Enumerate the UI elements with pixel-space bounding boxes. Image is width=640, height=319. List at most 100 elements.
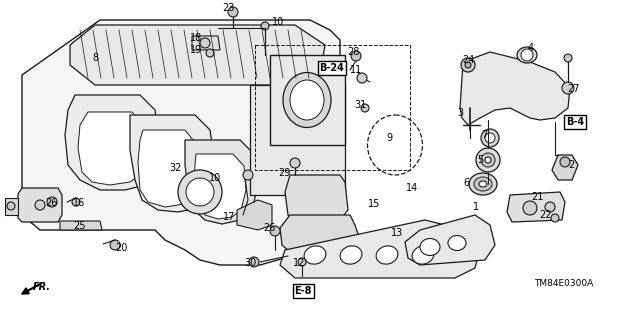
Polygon shape — [460, 52, 570, 125]
Text: 24: 24 — [462, 55, 474, 65]
Circle shape — [485, 133, 495, 143]
Text: 26: 26 — [45, 198, 57, 208]
Text: 12: 12 — [293, 258, 305, 268]
Polygon shape — [405, 215, 495, 265]
Circle shape — [178, 170, 222, 214]
Text: 30: 30 — [244, 258, 256, 268]
Text: 6: 6 — [463, 178, 469, 188]
Polygon shape — [237, 200, 272, 230]
Ellipse shape — [469, 173, 497, 195]
Polygon shape — [285, 175, 348, 222]
Ellipse shape — [376, 246, 398, 264]
Circle shape — [206, 49, 214, 57]
Text: 23: 23 — [222, 3, 234, 13]
Text: B-24: B-24 — [319, 63, 344, 73]
Circle shape — [545, 202, 555, 212]
Text: TM84E0300A: TM84E0300A — [534, 278, 593, 287]
Circle shape — [270, 226, 280, 236]
Bar — [250, 85, 345, 195]
Polygon shape — [507, 192, 565, 222]
Ellipse shape — [412, 246, 434, 264]
Circle shape — [523, 201, 537, 215]
Text: 29: 29 — [278, 168, 290, 178]
Polygon shape — [18, 188, 62, 222]
Text: 11: 11 — [350, 65, 362, 75]
Circle shape — [465, 62, 471, 68]
Ellipse shape — [290, 80, 324, 120]
Polygon shape — [280, 220, 480, 278]
Bar — [255, 45, 410, 170]
Circle shape — [290, 158, 300, 168]
Polygon shape — [130, 115, 215, 212]
Text: 5: 5 — [477, 155, 483, 165]
Text: 26: 26 — [263, 223, 275, 233]
Circle shape — [562, 82, 574, 94]
Text: 2: 2 — [568, 160, 574, 170]
Circle shape — [481, 153, 495, 167]
Ellipse shape — [304, 246, 326, 264]
Polygon shape — [138, 130, 200, 207]
Text: 17: 17 — [223, 212, 235, 222]
Text: 25: 25 — [73, 221, 85, 231]
Text: E-8: E-8 — [294, 286, 312, 296]
Circle shape — [35, 200, 45, 210]
Text: 3: 3 — [457, 108, 463, 118]
Circle shape — [481, 129, 499, 147]
Text: 19: 19 — [190, 45, 202, 55]
Ellipse shape — [517, 47, 537, 63]
Ellipse shape — [448, 235, 466, 250]
Circle shape — [351, 51, 361, 61]
Polygon shape — [194, 154, 246, 219]
Text: 16: 16 — [73, 198, 85, 208]
Text: 18: 18 — [190, 33, 202, 43]
Circle shape — [249, 257, 259, 267]
Circle shape — [186, 178, 214, 206]
Polygon shape — [60, 221, 102, 230]
Circle shape — [521, 49, 533, 61]
Circle shape — [357, 73, 367, 83]
Circle shape — [461, 58, 475, 72]
Text: 7: 7 — [481, 130, 487, 140]
Text: 10: 10 — [209, 173, 221, 183]
Polygon shape — [78, 112, 145, 185]
Ellipse shape — [340, 246, 362, 264]
Polygon shape — [192, 36, 220, 50]
Polygon shape — [185, 140, 258, 224]
Circle shape — [110, 240, 120, 250]
Text: FR.: FR. — [33, 282, 51, 292]
Circle shape — [200, 38, 210, 48]
Circle shape — [261, 22, 269, 30]
Text: 14: 14 — [406, 183, 418, 193]
Text: 20: 20 — [115, 243, 127, 253]
Ellipse shape — [420, 239, 440, 256]
Text: 13: 13 — [391, 228, 403, 238]
Polygon shape — [65, 95, 160, 190]
Text: 31: 31 — [354, 100, 366, 110]
Circle shape — [560, 157, 570, 167]
Circle shape — [72, 198, 80, 206]
Circle shape — [476, 148, 500, 172]
Text: 21: 21 — [531, 192, 543, 202]
Circle shape — [7, 202, 15, 210]
Text: 4: 4 — [528, 43, 534, 53]
Ellipse shape — [283, 72, 331, 128]
Circle shape — [361, 104, 369, 112]
Text: 15: 15 — [368, 199, 380, 209]
Circle shape — [228, 7, 238, 17]
Polygon shape — [280, 215, 360, 252]
Circle shape — [298, 258, 306, 266]
Polygon shape — [552, 155, 578, 180]
Circle shape — [243, 170, 253, 180]
Bar — [270, 55, 345, 145]
Text: 22: 22 — [540, 210, 552, 220]
Text: 28: 28 — [347, 47, 359, 57]
Ellipse shape — [474, 177, 492, 191]
Circle shape — [551, 214, 559, 222]
Polygon shape — [22, 20, 340, 265]
Text: 8: 8 — [92, 53, 98, 63]
Circle shape — [47, 197, 57, 207]
Text: B-4: B-4 — [566, 117, 584, 127]
Polygon shape — [5, 198, 18, 215]
Text: 9: 9 — [386, 133, 392, 143]
Text: 27: 27 — [567, 84, 579, 94]
